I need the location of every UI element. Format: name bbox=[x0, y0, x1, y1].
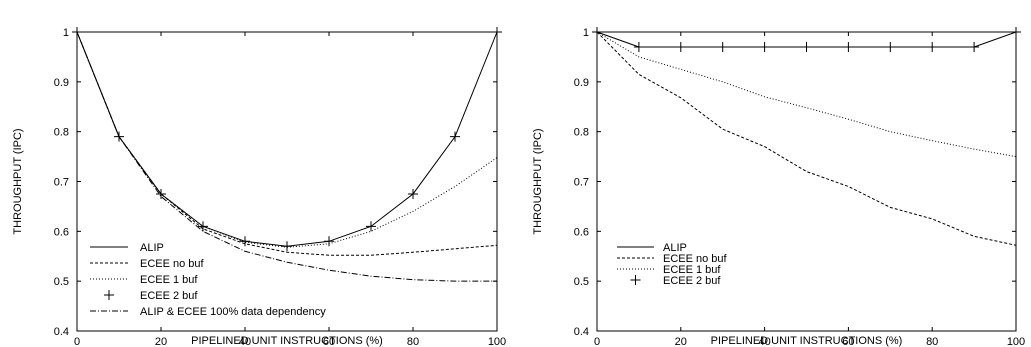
x-axis-title: PIPELINED UNIT INSTRUCTIONS (%) bbox=[191, 335, 383, 347]
ecee-2-buf-marker bbox=[592, 27, 602, 37]
ecee-2-buf-marker bbox=[843, 41, 854, 52]
y-tick-label: 0.4 bbox=[574, 326, 589, 338]
x-tick-label: 20 bbox=[675, 336, 687, 347]
chart-left: 0 20 40 60 80 100 0.4 0.5 0.6 0.7 0.8 0.9 1 PIPELINED… bbox=[12, 27, 506, 347]
x-axis-title: PIPELINED UNIT INSTRUCTIONS (%) bbox=[711, 335, 903, 347]
y-tick-label: 0.7 bbox=[54, 177, 69, 189]
y-tick-label: 0.5 bbox=[574, 276, 589, 288]
series-line-ecee-no-buf bbox=[596, 31, 1017, 246]
legend-label: ALIP & ECEE 100% data dependency bbox=[140, 306, 326, 318]
x-tick-label: 40 bbox=[239, 336, 251, 347]
y-axis-title: THROUGHPUT (IPC) bbox=[12, 128, 24, 234]
ecee-2-buf-marker bbox=[282, 241, 292, 252]
ecee-2-buf-marker bbox=[450, 131, 460, 142]
x-tick-label: 20 bbox=[155, 336, 167, 347]
ecee-2-buf-marker bbox=[240, 236, 250, 247]
ecee-2-buf-marker bbox=[675, 41, 686, 52]
ecee-2-buf-marker bbox=[1011, 27, 1021, 37]
series-line-ecee-1-buf bbox=[76, 31, 498, 248]
ecee-2-buf-marker bbox=[156, 188, 166, 199]
y-tick-label: 0.6 bbox=[574, 226, 589, 238]
x-tick-label: 80 bbox=[407, 336, 419, 347]
y-tick-label: 0.6 bbox=[54, 226, 69, 238]
ecee-2-buf-marker bbox=[324, 236, 334, 247]
ecee-2-buf-marker bbox=[366, 221, 376, 232]
x-tick-label: 0 bbox=[74, 336, 80, 347]
x-tick-label: 60 bbox=[842, 336, 854, 347]
legend-label: ECEE no buf bbox=[140, 258, 205, 270]
legend-label: ECEE 1 buf bbox=[140, 274, 198, 286]
y-tick-label: 0.9 bbox=[54, 77, 69, 89]
legend-label: ALIP bbox=[663, 242, 687, 254]
ecee-2-buf-marker bbox=[633, 41, 644, 52]
ecee-2-buf-marker bbox=[885, 41, 896, 52]
ecee-2-buf-marker bbox=[198, 221, 208, 232]
series-line-alip-ecee-100-data-dependency bbox=[76, 31, 497, 282]
x-tick-label: 60 bbox=[323, 336, 335, 347]
legend-label: ALIP bbox=[140, 242, 164, 254]
y-axis-title: THROUGHPUT (IPC) bbox=[532, 128, 544, 234]
ecee-2-buf-marker bbox=[969, 41, 980, 52]
y-tick-label: 1 bbox=[63, 27, 69, 39]
x-tick-label: 80 bbox=[926, 336, 938, 347]
series-line-alip bbox=[76, 31, 498, 247]
plot-frame bbox=[596, 31, 1017, 332]
y-tick-label: 0.4 bbox=[54, 326, 69, 338]
legend-label: ECEE 2 buf bbox=[663, 275, 721, 287]
legend-label: ECEE 2 buf bbox=[140, 290, 198, 302]
ecee-2-buf-marker bbox=[408, 188, 418, 199]
legend-marker bbox=[630, 275, 641, 285]
y-tick-label: 0.9 bbox=[574, 77, 589, 89]
ecee-2-buf-marker bbox=[492, 27, 502, 37]
legend-marker bbox=[104, 290, 114, 300]
y-tick-label: 0.7 bbox=[574, 177, 589, 189]
x-tick-label: 100 bbox=[488, 336, 506, 347]
y-tick-label: 0.8 bbox=[54, 127, 69, 139]
ecee-2-buf-marker bbox=[927, 41, 938, 52]
legend-label: ECEE 1 buf bbox=[663, 264, 721, 276]
legend-label: ECEE no buf bbox=[663, 253, 728, 265]
y-tick-label: 0.8 bbox=[574, 127, 589, 139]
ecee-2-buf-marker bbox=[717, 41, 728, 52]
plot-frame bbox=[76, 31, 498, 332]
x-tick-label: 40 bbox=[758, 336, 770, 347]
y-tick-label: 1 bbox=[583, 27, 589, 39]
x-tick-label: 0 bbox=[594, 336, 600, 347]
x-tick-label: 100 bbox=[1007, 336, 1025, 347]
ecee-2-buf-marker bbox=[759, 41, 770, 52]
series-line-ecee-no-buf bbox=[76, 31, 498, 256]
y-tick-label: 0.5 bbox=[54, 276, 69, 288]
chart-right: 0 20 40 60 80 100 0.4 0.5 0.6 0.7 0.8 0.9 1 PIPELINED… bbox=[532, 27, 1025, 347]
ecee-2-buf-marker bbox=[801, 41, 812, 52]
